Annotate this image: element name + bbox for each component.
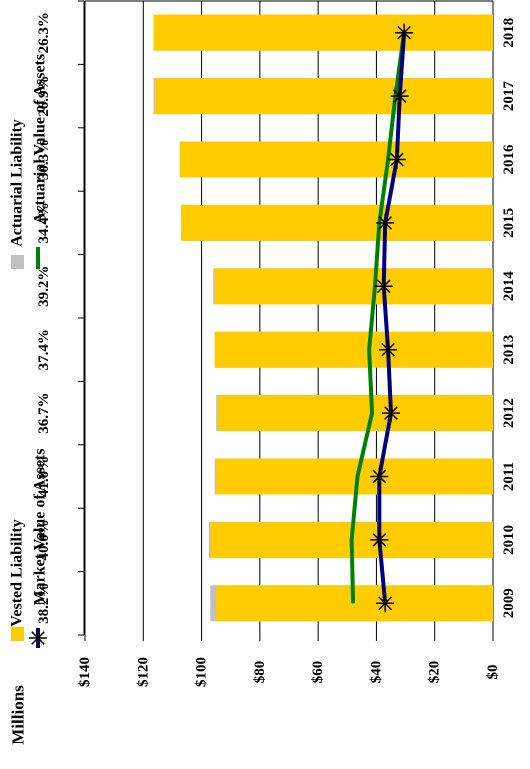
star-stroke [31,631,45,645]
legend-label-actuarial-value-of-assets: Actuarial Value of Assets [32,54,49,224]
line-market-value-of-assets [377,32,407,604]
percent-label-2009: 38.2% [36,583,52,624]
value-tick-label: $120 [135,657,151,687]
year-label-2016: 2016 [501,144,517,175]
value-tick-label: $20 [427,661,443,684]
marker-market-value-2016 [387,150,406,169]
legend-marker-market-value [29,629,47,647]
marker-market-value-2015 [376,213,395,232]
year-label-2011: 2011 [501,462,517,491]
bar-vested-liability-2018 [153,14,493,51]
legend-swatch-actuarial-liability [11,255,24,269]
labels-group: $0 $20 $40 $60 $80 $100 $120 $140 2009 2010 2011 20… [9,12,518,745]
marker-market-value-2011 [370,467,389,486]
marker-market-value-2012 [382,404,400,423]
line-actuarial-value-of-assets [349,32,407,604]
star-stroke [378,596,393,611]
year-label-2010: 2010 [501,525,517,555]
percent-label-2017: 26.9% [36,75,52,116]
percent-label-2012: 36.7% [36,392,52,433]
bar-vested-liability-2017 [154,78,493,115]
year-label-2012: 2012 [501,398,517,428]
bars-group [153,14,494,622]
percent-label-2013: 37.4% [36,329,52,370]
year-label-2018: 2018 [501,18,517,48]
value-tick-label: $40 [368,661,384,684]
percent-label-2011: 41.0% [36,456,52,497]
legend: Vested Liability Market Value of Assets Ac… [9,54,49,648]
percent-label-2015: 34.4% [36,202,52,243]
percent-label-2016: 30.3% [36,139,52,180]
star-stroke [378,216,393,230]
year-label-2014: 2014 [501,271,517,302]
percent-label-2010: 40.0% [36,519,52,560]
value-tick-label: $0 [485,665,501,680]
star-stroke [389,152,404,167]
star-stroke [381,342,395,357]
marker-market-value-2014 [374,277,393,296]
year-label-2015: 2015 [501,208,517,238]
year-label-2013: 2013 [501,335,517,365]
percent-label-2018: 26.3% [36,12,52,53]
bar-vested-liability-2013 [214,331,493,368]
star-stroke [384,406,398,420]
star-stroke [372,469,387,484]
legend-label-market-value-of-assets: Market Value of Assets [32,449,49,606]
marker-market-value-2017 [390,87,409,106]
star-stroke [372,533,387,547]
marker-market-value-2018 [395,23,414,42]
marker-market-value-2009 [376,594,395,613]
value-tick-label: $60 [310,661,326,684]
legend-swatch-vested-liability [11,627,24,641]
value-tick-label: $100 [194,657,210,687]
bar-vested-liability-2014 [214,268,493,305]
value-tick-label: $80 [252,661,268,684]
bar-vested-liability-2015 [181,204,493,241]
star-stroke [376,279,391,294]
marker-market-value-2010 [370,530,389,549]
year-label-2009: 2009 [501,588,517,618]
bar-vested-liability-2012 [217,395,493,432]
year-label-2017: 2017 [501,81,517,112]
marker-market-value-2013 [379,340,398,359]
lines-group [349,23,414,613]
value-tick-label: $140 [77,657,93,687]
star-stroke [392,89,407,103]
star-stroke [397,25,411,40]
bar-vested-liability-2016 [179,141,493,178]
axis-title-millions: Millions [9,685,28,745]
legend-label-vested-liability: Vested Liability [9,519,26,626]
plot-area [78,0,494,641]
percent-label-2014: 39.2% [36,266,52,307]
legend-label-actuarial-liability: Actuarial Liability [9,119,26,247]
